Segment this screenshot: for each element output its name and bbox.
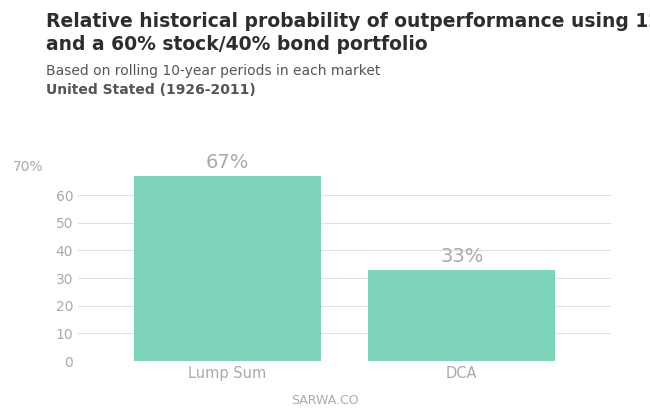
Bar [369, 270, 555, 361]
Text: Relative historical probability of outperformance using 12-month DCA: Relative historical probability of outpe… [46, 12, 650, 32]
Bar [134, 176, 320, 361]
Text: Based on rolling 10-year periods in each market: Based on rolling 10-year periods in each… [46, 64, 380, 78]
Text: 33%: 33% [440, 247, 484, 266]
Text: and a 60% stock/40% bond portfolio: and a 60% stock/40% bond portfolio [46, 35, 427, 54]
Text: SARWA.CO: SARWA.CO [291, 394, 359, 407]
Text: 67%: 67% [205, 153, 249, 171]
Text: United Stated (1926-2011): United Stated (1926-2011) [46, 83, 255, 97]
Text: 70%: 70% [13, 160, 44, 174]
